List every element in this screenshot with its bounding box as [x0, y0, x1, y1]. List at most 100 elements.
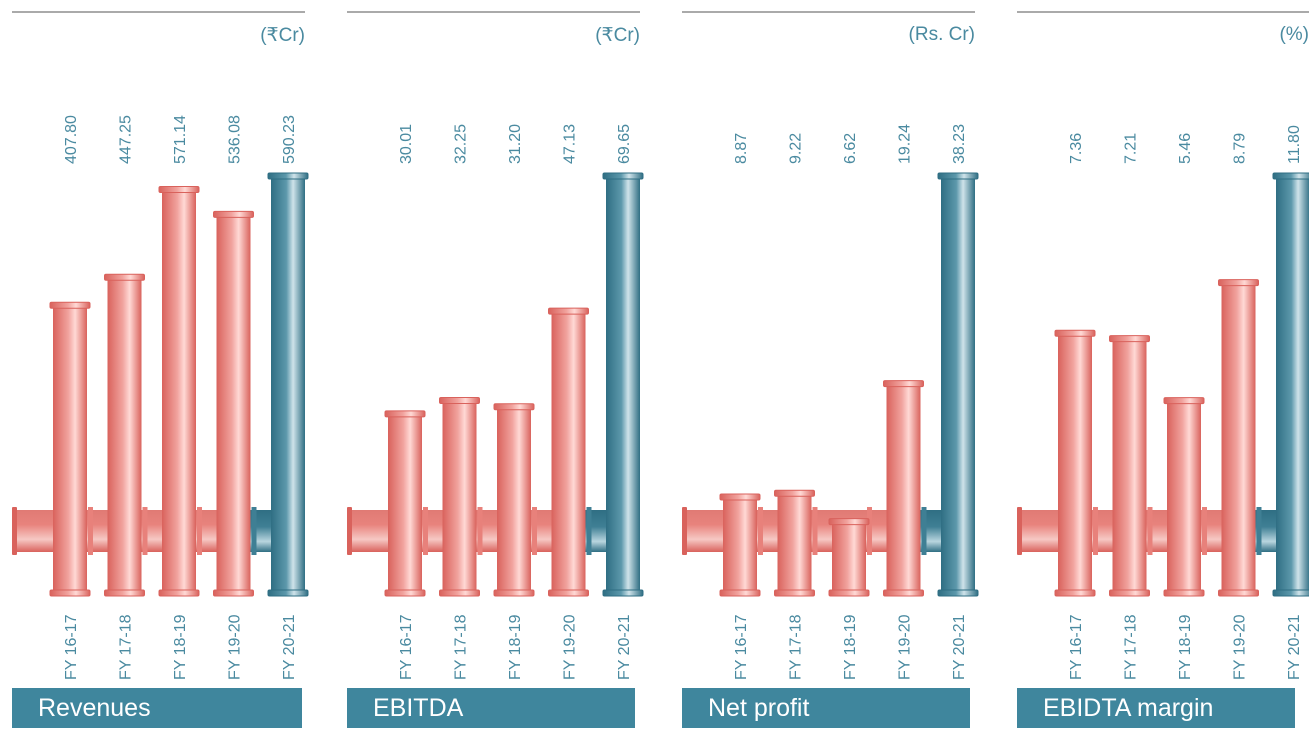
pipe-coupling: [532, 507, 537, 555]
chart-svg: 30.01 FY 16-17 32.25 FY 17-18 31.20 FY 18-19 4…: [347, 11, 644, 680]
value-label: 590.23: [281, 115, 298, 164]
chart-title: Revenues: [12, 688, 302, 728]
pipe-cap: [1017, 507, 1022, 555]
value-label: 536.08: [227, 115, 244, 164]
bar-bottom-flange: [213, 589, 254, 597]
bar-bottom-flange: [384, 589, 426, 597]
bar-bottom-flange: [104, 589, 145, 597]
category-label: FY 20-21: [951, 614, 968, 680]
bar-top-flange: [1218, 279, 1259, 287]
bar-bottom-flange: [267, 589, 309, 597]
value-label: 8.79: [1232, 133, 1249, 164]
category-label: FY 17-18: [453, 614, 470, 680]
category-label: FY 17-18: [1123, 614, 1140, 680]
chart-title: EBIDTA margin: [1017, 688, 1295, 728]
value-label: 47.13: [562, 124, 579, 164]
bar: [1058, 333, 1092, 594]
category-label: FY 17-18: [118, 614, 135, 680]
bar: [497, 406, 531, 594]
bar-bottom-flange: [828, 589, 870, 597]
chart-panel-ebidta-margin: 7.36 FY 16-17 7.21 FY 17-18 5.46 FY 18-19 8.79…: [1005, 0, 1309, 729]
pipe-coupling: [758, 507, 763, 555]
category-label: FY 18-19: [842, 614, 859, 680]
category-label: FY 16-17: [1068, 614, 1085, 680]
value-label: 407.80: [63, 115, 80, 164]
bar: [53, 305, 87, 594]
category-label: FY 16-17: [398, 614, 415, 680]
value-label: 30.01: [398, 124, 415, 164]
value-label: 32.25: [453, 124, 470, 164]
bar-bottom-flange: [602, 589, 644, 597]
bar-bottom-flange: [493, 589, 535, 597]
pipe-coupling: [812, 507, 818, 555]
bar-top-flange: [1272, 172, 1309, 180]
bar: [388, 413, 422, 594]
category-label: FY 19-20: [562, 614, 579, 680]
bar-top-flange: [213, 210, 254, 218]
value-label: 11.80: [1286, 125, 1303, 164]
value-label: 5.46: [1177, 133, 1194, 164]
bar-bottom-flange: [1054, 589, 1096, 597]
chart-title: Net profit: [682, 688, 970, 728]
pipe-cap: [347, 507, 352, 555]
value-label: 447.25: [118, 115, 135, 164]
category-label: FY 20-21: [1286, 614, 1303, 680]
chart-svg: 7.36 FY 16-17 7.21 FY 17-18 5.46 FY 18-19 8.79…: [1017, 11, 1309, 680]
pipe-coupling: [1202, 507, 1207, 555]
bar-top-flange: [1163, 397, 1205, 405]
bar-top-flange: [602, 172, 644, 180]
bar: [777, 493, 812, 594]
bar-bottom-flange: [1109, 589, 1150, 597]
pipe-coupling: [251, 507, 257, 555]
bar-bottom-flange: [158, 589, 200, 597]
unit-label: (₹Cr): [595, 25, 640, 46]
category-label: FY 18-19: [172, 614, 189, 680]
bar-top-flange: [719, 493, 761, 501]
value-label: 19.24: [897, 124, 914, 164]
bar-top-flange: [439, 396, 480, 404]
bar-bottom-flange: [1163, 589, 1205, 597]
pipe-coupling: [88, 507, 93, 555]
value-label: 9.22: [788, 133, 805, 164]
category-label: FY 20-21: [281, 614, 298, 680]
chart-svg: 407.80 FY 16-17 447.25 FY 17-18 571.14 FY 18-…: [12, 11, 309, 680]
category-label: FY 19-20: [897, 614, 914, 680]
value-label: 7.21: [1123, 133, 1140, 164]
bar-top-flange: [1054, 329, 1096, 337]
unit-label: (Rs. Cr): [908, 24, 975, 45]
chart-svg: 8.87 FY 16-17 9.22 FY 17-18 6.62 FY 18-19 19.2…: [682, 11, 979, 680]
bar: [162, 189, 196, 594]
bar-top-flange: [267, 172, 309, 180]
value-label: 31.20: [507, 124, 524, 164]
bar: [1276, 176, 1309, 594]
chart-panel-revenues: 407.80 FY 16-17 447.25 FY 17-18 571.14 FY 18-…: [0, 0, 320, 729]
bar: [723, 497, 757, 594]
bar-top-flange: [1109, 335, 1150, 343]
bar-bottom-flange: [774, 589, 815, 597]
bar-bottom-flange: [937, 589, 979, 597]
category-label: FY 19-20: [227, 614, 244, 680]
bar-top-flange: [384, 410, 426, 418]
chart-title: EBITDA: [347, 688, 635, 728]
pipe-cap: [12, 507, 17, 555]
bar: [216, 214, 251, 595]
bar-top-flange: [104, 273, 145, 281]
pipe-coupling: [586, 507, 592, 555]
pipe-coupling: [423, 507, 428, 555]
category-label: FY 20-21: [616, 614, 633, 680]
value-label: 8.87: [733, 133, 750, 164]
chart-panel-net-profit: 8.87 FY 16-17 9.22 FY 17-18 6.62 FY 18-19 19.2…: [670, 0, 990, 729]
category-label: FY 16-17: [733, 614, 750, 680]
bar-bottom-flange: [1272, 589, 1309, 597]
bar-bottom-flange: [719, 589, 761, 597]
bar: [107, 277, 142, 594]
category-label: FY 17-18: [788, 614, 805, 680]
bar: [1221, 282, 1256, 594]
pipe-coupling: [921, 507, 927, 555]
bar-bottom-flange: [439, 589, 480, 597]
bar-top-flange: [828, 518, 870, 526]
pipe-cap: [682, 507, 687, 555]
bar: [551, 311, 586, 594]
bar-top-flange: [49, 301, 91, 309]
pipe-coupling: [867, 507, 872, 555]
